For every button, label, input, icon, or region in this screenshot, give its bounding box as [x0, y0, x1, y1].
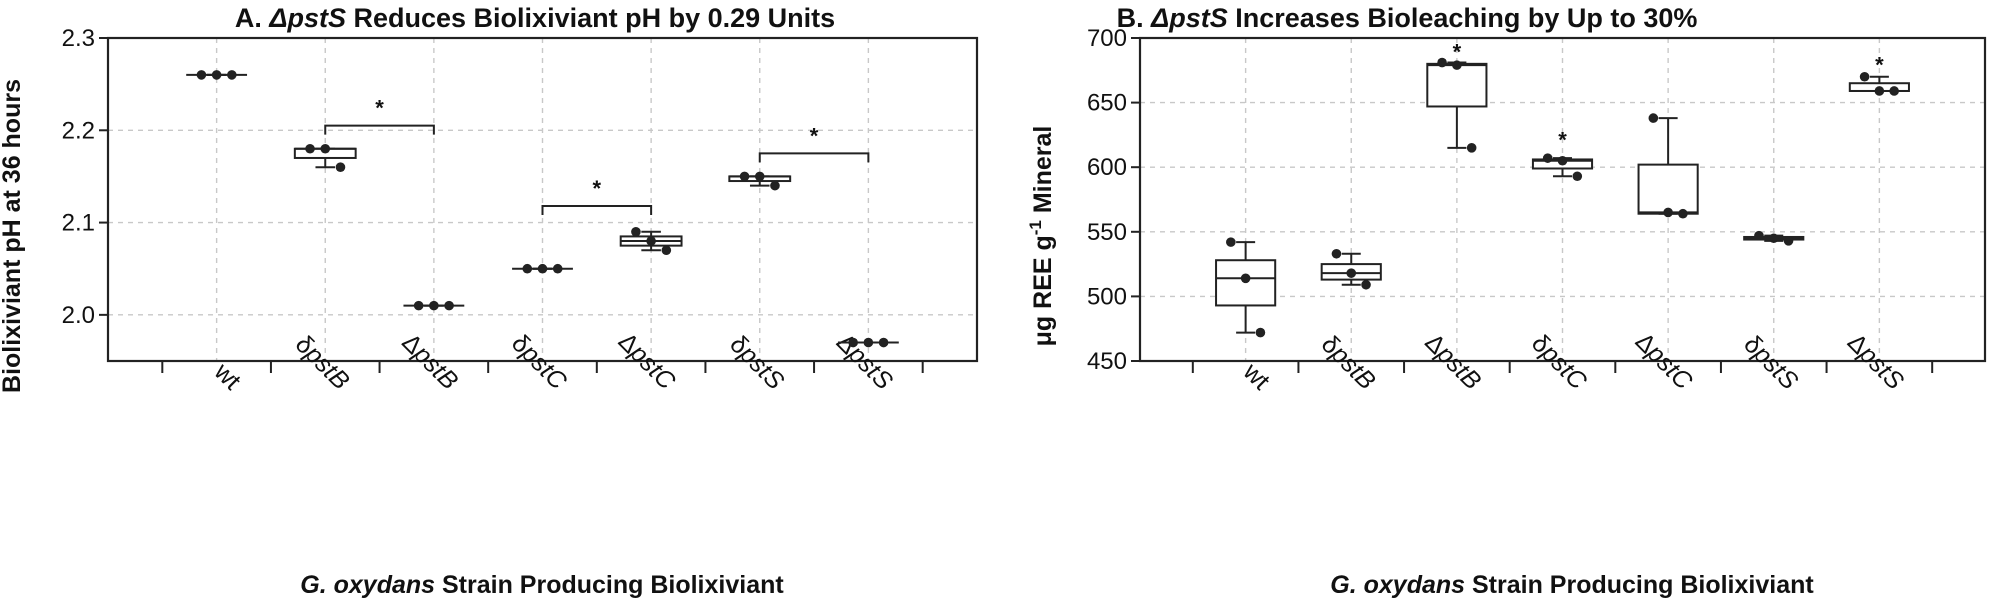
panel-a-y-tick-label: 2.3: [62, 25, 95, 52]
panel-b-y-tick-label: 650: [1087, 90, 1127, 117]
panel-b-delta-psts-data-point: [1859, 71, 1870, 82]
panel-a-y-axis-label: Biolixiviant pH at 36 hours: [0, 79, 26, 393]
panel-b-y-tick-label: 550: [1087, 219, 1127, 246]
panel-a-axes-frame: [106, 36, 979, 363]
panel-a-delta-pstc-data-point: [631, 227, 641, 237]
panel-b-wt-data-point: [1240, 273, 1251, 284]
panel-b-delta-pstc-data-point: [1678, 208, 1688, 219]
panel-b-significance-star: *: [1875, 53, 1884, 78]
panel-b-delta-pstc-data-point: [1663, 207, 1673, 218]
panel-a-significance-bracket: [758, 152, 870, 163]
panel-b-delta-pstc-data-point: [1572, 171, 1583, 182]
panel-b-delta-pstb-data-point: [1466, 143, 1477, 153]
panel-a-delta-psts-data-point: [754, 171, 765, 182]
panel-a-category-label-wt: wt: [208, 357, 246, 395]
panel-a-significance-star: *: [593, 176, 602, 201]
panel-a-significance-bracket: [541, 204, 653, 215]
panel-b-wt-data-point: [1226, 237, 1236, 247]
panel-a-delta-pstc-data-point: [552, 263, 563, 274]
panel-a-delta-psts-data-point: [848, 337, 858, 348]
panel-a-delta-psts-data-point: [739, 171, 750, 182]
panel-b-delta-pstc-data-point: [1542, 153, 1553, 163]
panel-b-delta-pstc-box: [1637, 163, 1699, 215]
panel-a-delta-pstc-data-point: [646, 236, 656, 246]
panel-a-delta-psts-data-point: [770, 180, 780, 191]
panel-b-y-tick-label: 600: [1087, 154, 1127, 181]
panel-b-delta-pstb-box: [1426, 62, 1488, 108]
panel-b-delta-pstb-data-point: [1346, 268, 1357, 278]
panel-b-delta-pstb-data-point: [1452, 60, 1462, 70]
panel-b-category-label-delta-pstc: δpstC: [1526, 329, 1593, 396]
panel-a-delta-psts-data-point: [878, 337, 889, 348]
panel-a-significance-star: *: [375, 96, 384, 121]
panel-b: B. ΔpstS Increases Bioleaching by Up to …: [1026, 3, 1987, 599]
panel-a-wt-data-point: [196, 70, 207, 80]
panel-a-delta-pstc-data-point: [661, 245, 672, 256]
panel-a-delta-pstb-data-point: [335, 162, 346, 172]
panel-a-title: A. ΔpstS Reduces Biolixiviant pH by 0.29…: [235, 3, 835, 33]
panel-a-wt-data-point: [227, 70, 237, 80]
panel-b-wt-data-point: [1255, 327, 1266, 338]
panel-a: A. ΔpstS Reduces Biolixiviant pH by 0.29…: [0, 3, 979, 599]
panel-a-category-label-delta-pstc: δpstC: [506, 329, 573, 396]
panel-b-delta-psts-data-point: [1754, 230, 1764, 241]
panel-b-delta-pstc-data-point: [1648, 113, 1659, 123]
panel-b-delta-psts-data-point: [1889, 86, 1899, 96]
panel-a-significance-star: *: [810, 123, 819, 148]
panel-a-category-label-delta-pstb: δpstB: [290, 330, 355, 395]
panel-a-delta-pstb-data-point: [305, 143, 315, 154]
panel-b-title: B. ΔpstS Increases Bioleaching by Up to …: [1117, 3, 1698, 33]
panel-b-significance-star: *: [1453, 40, 1462, 65]
panel-b-y-tick-label: 500: [1087, 283, 1127, 310]
panel-a-significance-bracket: [324, 124, 435, 135]
panel-b-delta-pstb-data-point: [1361, 279, 1371, 290]
panel-b-delta-psts-data-point: [1874, 86, 1885, 96]
panel-b-y-tick-label: 450: [1087, 348, 1127, 375]
panel-a-delta-pstb-data-point: [444, 300, 454, 311]
panel-b-y-axis-label: μg REE g-1 Mineral: [1026, 126, 1057, 347]
panel-a-delta-pstc-data-point: [537, 263, 548, 274]
panel-a-y-tick-label: 2.1: [62, 210, 95, 237]
panel-b-delta-psts-data-point: [1783, 236, 1794, 246]
panel-b-delta-pstc-data-point: [1557, 155, 1568, 166]
panel-b-x-axis-label: G. oxydans Strain Producing Biolixiviant: [1330, 571, 1814, 599]
panel-b-delta-pstb-data-point: [1331, 248, 1342, 259]
panel-a-x-axis-label: G. oxydans Strain Producing Biolixiviant: [300, 571, 784, 599]
panel-b-y-tick-label: 700: [1087, 25, 1127, 52]
panel-a-y-tick-label: 2.0: [62, 302, 95, 329]
panel-a-y-tick-label: 2.2: [62, 117, 95, 144]
panel-b-category-label-delta-psts: δpstS: [1738, 330, 1803, 395]
panel-a-delta-psts-data-point: [863, 337, 874, 348]
panel-b-delta-psts-data-point: [1768, 233, 1779, 244]
panel-b-delta-pstb-data-point: [1437, 57, 1447, 68]
panel-b-category-label-delta-pstb: δpstB: [1316, 330, 1381, 395]
panel-a-delta-pstb-data-point: [413, 300, 424, 311]
panel-b-axes-frame: [1138, 36, 1987, 363]
panel-b-significance-star: *: [1558, 127, 1567, 152]
panel-a-delta-pstb-data-point: [320, 143, 331, 154]
panel-a-delta-pstb-data-point: [429, 300, 439, 311]
panel-b-category-label-wt: wt: [1237, 357, 1275, 395]
panel-a-category-label-delta-psts: δpstS: [724, 330, 789, 395]
panel-a-wt-data-point: [211, 70, 222, 80]
panel-a-delta-pstc-data-point: [522, 263, 533, 274]
